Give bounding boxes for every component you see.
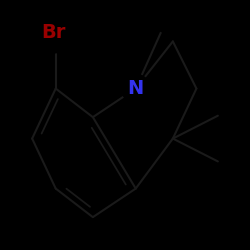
Text: Br: Br bbox=[42, 23, 66, 42]
Text: N: N bbox=[128, 79, 144, 98]
Circle shape bbox=[34, 13, 74, 53]
Circle shape bbox=[122, 74, 150, 103]
